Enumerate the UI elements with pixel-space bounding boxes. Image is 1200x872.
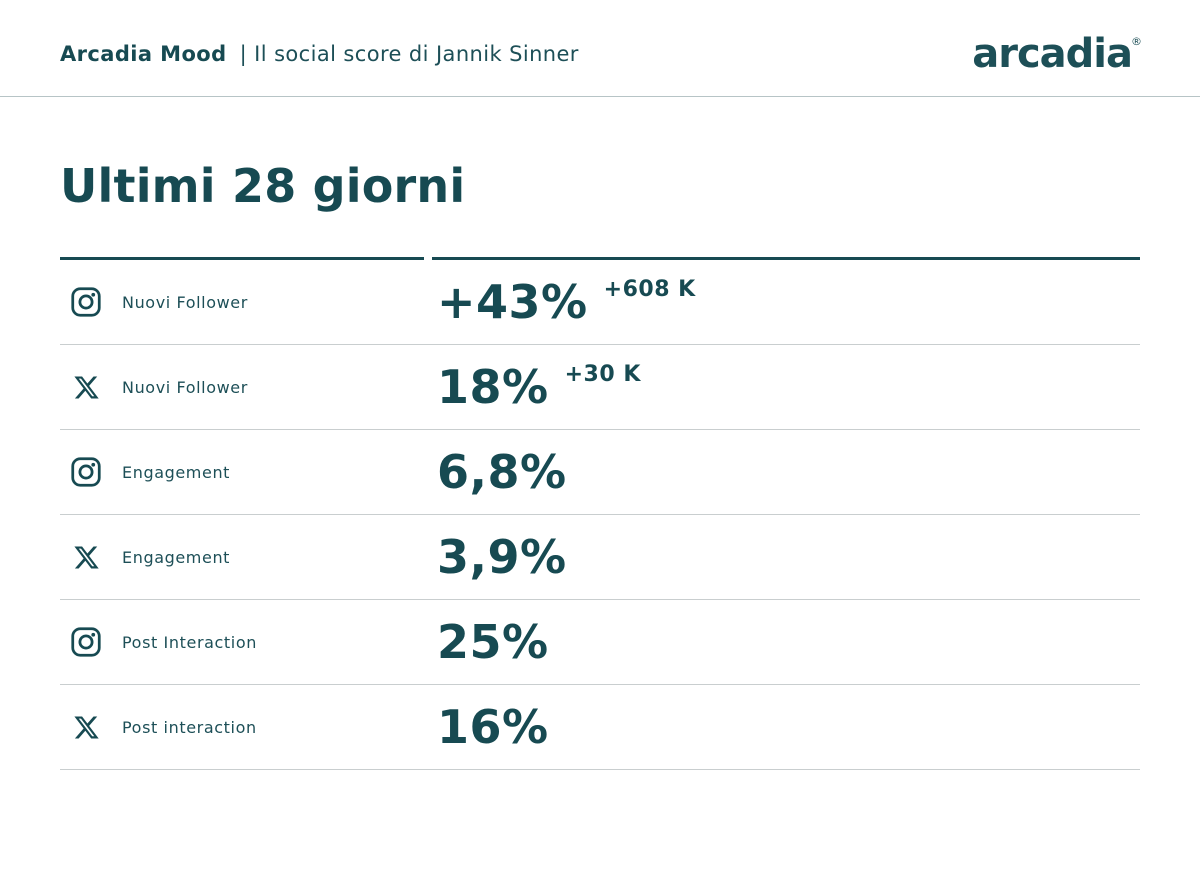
metric-cell: Post Interaction — [60, 626, 437, 658]
metrics-table-body: Nuovi Follower +43% +608 K Nuovi Follower 18… — [60, 260, 1140, 770]
table-top-border — [60, 257, 1140, 260]
value-cell: 18% +30 K — [437, 360, 1140, 414]
header-title: Arcadia Mood | Il social score di Jannik… — [60, 42, 579, 66]
metric-label: Post Interaction — [122, 632, 257, 652]
metric-cell: Nuovi Follower — [60, 371, 437, 403]
table-row: Engagement 3,9% — [60, 515, 1140, 600]
metric-label: Engagement — [122, 547, 231, 567]
metric-value: 3,9% — [437, 530, 567, 584]
value-cell: 6,8% — [437, 449, 1140, 495]
instagram-icon — [70, 286, 102, 318]
metric-cell: Post interaction — [60, 711, 437, 743]
x-icon — [70, 371, 102, 403]
value-cell: 3,9% — [437, 534, 1140, 580]
metric-label: Nuovi Follower — [122, 377, 248, 397]
metric-label: Nuovi Follower — [122, 292, 248, 312]
metric-value: +43% — [437, 275, 588, 329]
metric-cell: Nuovi Follower — [60, 286, 437, 318]
x-icon — [70, 541, 102, 573]
metric-label: Post interaction — [122, 717, 257, 737]
metric-cell: Engagement — [60, 541, 437, 573]
metric-value: 16% — [437, 700, 549, 754]
metric-delta: +608 K — [603, 276, 696, 302]
page-title: Ultimi 28 giorni — [60, 159, 466, 213]
metrics-table: Nuovi Follower +43% +608 K Nuovi Follower 18… — [60, 257, 1140, 770]
instagram-icon — [70, 456, 102, 488]
table-row: Nuovi Follower +43% +608 K — [60, 260, 1140, 345]
x-icon — [70, 711, 102, 743]
instagram-icon — [70, 626, 102, 658]
value-cell: 16% — [437, 704, 1140, 750]
metric-delta: +30 K — [564, 361, 641, 387]
metric-value: 18% — [437, 360, 549, 414]
registered-mark: ® — [1131, 35, 1142, 48]
arcadia-logo: arcadia ® — [972, 34, 1142, 74]
top-border-right-segment — [432, 257, 1140, 260]
header-subtitle: | Il social score di Jannik Sinner — [239, 42, 579, 66]
value-cell: +43% +608 K — [437, 275, 1140, 329]
metric-value: 25% — [437, 615, 549, 669]
metric-value: 6,8% — [437, 445, 567, 499]
brand-name: Arcadia Mood — [60, 42, 227, 66]
table-row: Engagement 6,8% — [60, 430, 1140, 515]
metric-label: Engagement — [122, 462, 231, 482]
top-border-left-segment — [60, 257, 424, 260]
metric-cell: Engagement — [60, 456, 437, 488]
table-row: Post interaction 16% — [60, 685, 1140, 770]
value-cell: 25% — [437, 619, 1140, 665]
table-row: Nuovi Follower 18% +30 K — [60, 345, 1140, 430]
header: Arcadia Mood | Il social score di Jannik… — [0, 0, 1200, 97]
table-row: Post Interaction 25% — [60, 600, 1140, 685]
logo-text: arcadia — [972, 31, 1133, 77]
